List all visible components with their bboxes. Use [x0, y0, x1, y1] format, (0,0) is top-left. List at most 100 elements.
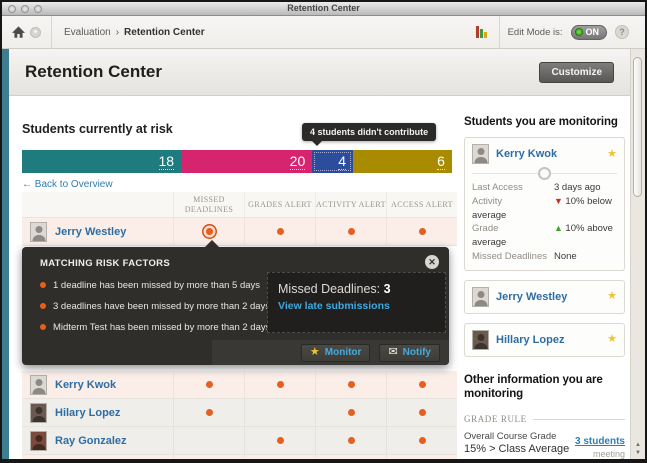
- student-name-link[interactable]: Hilary Lopez: [55, 406, 121, 419]
- close-icon[interactable]: ✕: [425, 255, 439, 269]
- edit-mode-label: Edit Mode is:: [507, 26, 563, 38]
- detail-value: 3: [383, 282, 391, 296]
- scroll-down-icon[interactable]: ▼: [635, 450, 641, 456]
- alert-cell[interactable]: [244, 218, 315, 245]
- alert-dot-icon[interactable]: [418, 381, 426, 388]
- alert-cell[interactable]: [386, 399, 457, 426]
- risk-segment[interactable]: 6: [353, 150, 452, 173]
- risk-bar: 18 20 4 6: [22, 150, 452, 173]
- alert-cell[interactable]: [173, 399, 244, 426]
- column-missed-deadlines[interactable]: Missed Deadlines: [173, 192, 244, 217]
- alert-dot-icon[interactable]: [205, 228, 213, 235]
- alert-cell[interactable]: [173, 218, 244, 245]
- risk-segment[interactable]: 18: [22, 150, 182, 173]
- scrollbar[interactable]: ▲ ▼: [630, 49, 645, 459]
- table-header-row: Missed Deadlines Grades Alert Activity A…: [22, 192, 457, 218]
- notify-button[interactable]: ✉ Notify: [379, 343, 440, 362]
- alert-dot-icon[interactable]: [276, 228, 284, 235]
- avatar: [472, 329, 489, 350]
- alert-cell[interactable]: [386, 218, 457, 245]
- student-name-link[interactable]: Kerry Kwok: [55, 378, 117, 391]
- alert-cell[interactable]: [315, 371, 386, 398]
- popup-title: MATCHING RISK FACTORS: [40, 258, 170, 269]
- grade-rule: Overall Course Grade 15% > Class Average…: [464, 431, 625, 459]
- risk-factor-item: 3 deadlines have been missed by more tha…: [40, 301, 278, 313]
- alert-cell[interactable]: [386, 371, 457, 398]
- customize-button[interactable]: Customize: [539, 61, 614, 83]
- alert-cell[interactable]: [173, 371, 244, 398]
- grade-rule-label: Grade Rule: [464, 414, 625, 424]
- alert-dot-icon[interactable]: [418, 437, 426, 444]
- avatar: [30, 430, 47, 451]
- course-menu-edge[interactable]: [2, 49, 9, 459]
- minimize-window-icon[interactable]: [21, 5, 29, 13]
- column-activity-alert[interactable]: Activity Alert: [315, 192, 386, 217]
- monitor-star-icon[interactable]: ★: [607, 147, 617, 160]
- zoom-window-icon[interactable]: [34, 5, 42, 13]
- alert-cell[interactable]: [173, 455, 244, 459]
- student-name-link[interactable]: Jerry Westley: [55, 225, 127, 238]
- column-access-alert[interactable]: Access Alert: [386, 192, 457, 217]
- alert-dot-icon[interactable]: [347, 409, 355, 416]
- risk-factor-item: 1 deadline has been missed by more than …: [40, 280, 278, 292]
- popup-arrow: [205, 240, 219, 247]
- view-late-submissions-link[interactable]: View late submissions: [278, 300, 390, 312]
- student-detail-panel: Last Access 3 days ago Activity ▼ 10% belo…: [472, 167, 617, 264]
- alert-cell[interactable]: [244, 427, 315, 454]
- alert-cell[interactable]: [244, 455, 315, 459]
- back-to-overview-link[interactable]: ← Back to Overview: [22, 179, 113, 190]
- alert-cell[interactable]: [386, 455, 457, 459]
- alert-dot-icon[interactable]: [347, 437, 355, 444]
- students-meeting-rule-link[interactable]: 3 students: [574, 436, 625, 448]
- alert-cell[interactable]: [315, 218, 386, 245]
- risk-segment[interactable]: 20: [181, 150, 313, 173]
- collapse-toggle-icon[interactable]: [537, 167, 551, 180]
- alert-dot-icon[interactable]: [276, 437, 284, 444]
- monitor-button[interactable]: ★ Monitor: [300, 343, 371, 362]
- risk-segment-count: 4: [338, 153, 347, 170]
- alert-cell[interactable]: [315, 399, 386, 426]
- alert-cell: [244, 399, 315, 426]
- detail-row: Missed Deadlines None: [472, 250, 577, 262]
- alert-dot-icon[interactable]: [205, 381, 213, 388]
- student-name-link[interactable]: Hillary Lopez: [496, 333, 565, 346]
- chevron-down-icon[interactable]: ▾: [30, 26, 41, 38]
- table-row: Roberta Frank: [22, 455, 457, 459]
- scroll-up-icon[interactable]: ▲: [635, 442, 641, 448]
- window-title: Retention Center: [287, 3, 360, 13]
- alert-dot-icon[interactable]: [418, 228, 426, 235]
- alert-cell: [173, 427, 244, 454]
- detail-label: Missed Deadlines:: [278, 282, 381, 296]
- student-name-link[interactable]: Kerry Kwok: [496, 148, 558, 160]
- page-header: Retention Center Customize: [9, 49, 630, 96]
- alert-dot-icon[interactable]: [347, 228, 355, 235]
- close-window-icon[interactable]: [8, 5, 16, 13]
- home-icon[interactable]: [12, 26, 25, 38]
- avatar: [30, 402, 47, 423]
- breadcrumb-evaluation[interactable]: Evaluation: [64, 26, 111, 38]
- detail-row: Activity ▼ 10% below average: [472, 195, 612, 221]
- theme-palette-icon[interactable]: [475, 26, 487, 38]
- help-button[interactable]: ?: [615, 25, 629, 39]
- risk-table: Missed Deadlines Grades Alert Activity A…: [22, 192, 457, 459]
- alert-cell[interactable]: [386, 427, 457, 454]
- risk-segment[interactable]: 4: [312, 150, 354, 173]
- monitor-star-icon[interactable]: ★: [607, 333, 617, 346]
- column-grades-alert[interactable]: Grades Alert: [244, 192, 315, 217]
- popup-footer: ★ Monitor ✉ Notify: [212, 340, 449, 365]
- alert-cell[interactable]: [315, 427, 386, 454]
- grade-rule-line1: Overall Course Grade: [464, 431, 557, 443]
- scrollbar-thumb[interactable]: [633, 57, 642, 197]
- monitor-star-icon[interactable]: ★: [607, 290, 617, 303]
- alert-cell[interactable]: [315, 455, 386, 459]
- student-name-link[interactable]: Jerry Westley: [496, 290, 568, 303]
- alert-dot-icon[interactable]: [418, 409, 426, 416]
- alert-dot-icon[interactable]: [205, 409, 213, 416]
- alert-dot-icon[interactable]: [347, 381, 355, 388]
- alert-dot-icon[interactable]: [276, 381, 284, 388]
- bullet-dot-icon: [40, 302, 46, 309]
- edit-mode-toggle[interactable]: ON: [570, 24, 607, 40]
- avatar: [30, 458, 47, 459]
- student-name-link[interactable]: Ray Gonzalez: [55, 434, 127, 447]
- alert-cell[interactable]: [244, 371, 315, 398]
